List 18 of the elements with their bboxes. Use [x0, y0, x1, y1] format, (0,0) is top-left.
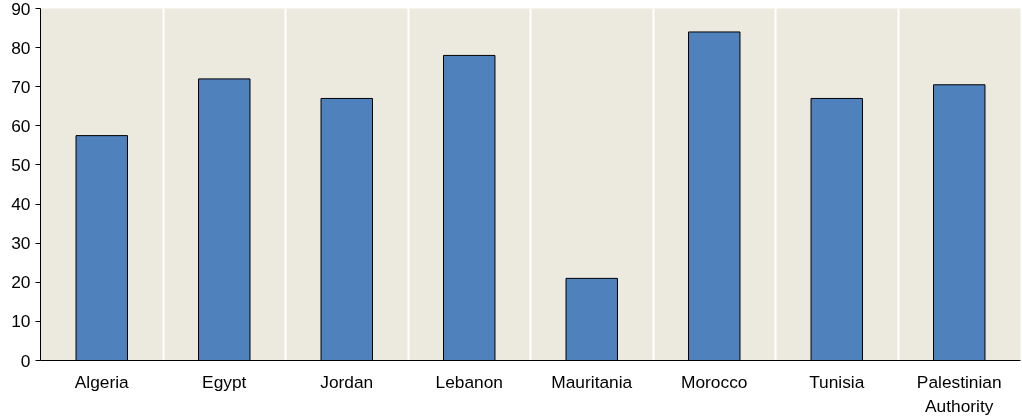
y-tick-label: 80 [11, 37, 31, 58]
x-tick-label: Tunisia [809, 371, 865, 392]
y-tick-label: 0 [20, 350, 31, 371]
y-tick-label: 90 [11, 0, 31, 19]
y-tick-label: 30 [11, 233, 31, 254]
y-tick-label: 10 [11, 311, 31, 332]
y-tick-label: 20 [11, 272, 31, 293]
y-tick-label: 40 [11, 194, 31, 215]
y-tick-label: 50 [11, 154, 31, 175]
y-tick-label: 60 [11, 115, 31, 136]
x-tick-label: Algeria [74, 371, 130, 392]
x-tick-label: Lebanon [435, 371, 503, 392]
x-tick-label: Egypt [202, 371, 247, 392]
x-tick-label: Mauritania [551, 371, 633, 392]
x-tick-label: Jordan [320, 371, 374, 392]
y-tick-label: 70 [11, 76, 31, 97]
x-tick-label: Morocco [681, 371, 748, 392]
x-tick-label: Palestinian Authority [916, 371, 1002, 416]
